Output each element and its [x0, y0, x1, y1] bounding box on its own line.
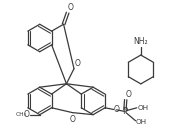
- Text: CH₃: CH₃: [16, 112, 27, 117]
- Text: P: P: [122, 107, 127, 116]
- Text: OH: OH: [137, 105, 148, 111]
- Text: OH: OH: [136, 119, 147, 124]
- Text: O: O: [75, 59, 81, 68]
- Text: O: O: [126, 90, 132, 99]
- Text: O: O: [70, 115, 75, 124]
- Text: O: O: [68, 3, 74, 12]
- Text: O: O: [114, 105, 120, 114]
- Text: NH₂: NH₂: [133, 37, 148, 46]
- Text: O: O: [24, 110, 29, 119]
